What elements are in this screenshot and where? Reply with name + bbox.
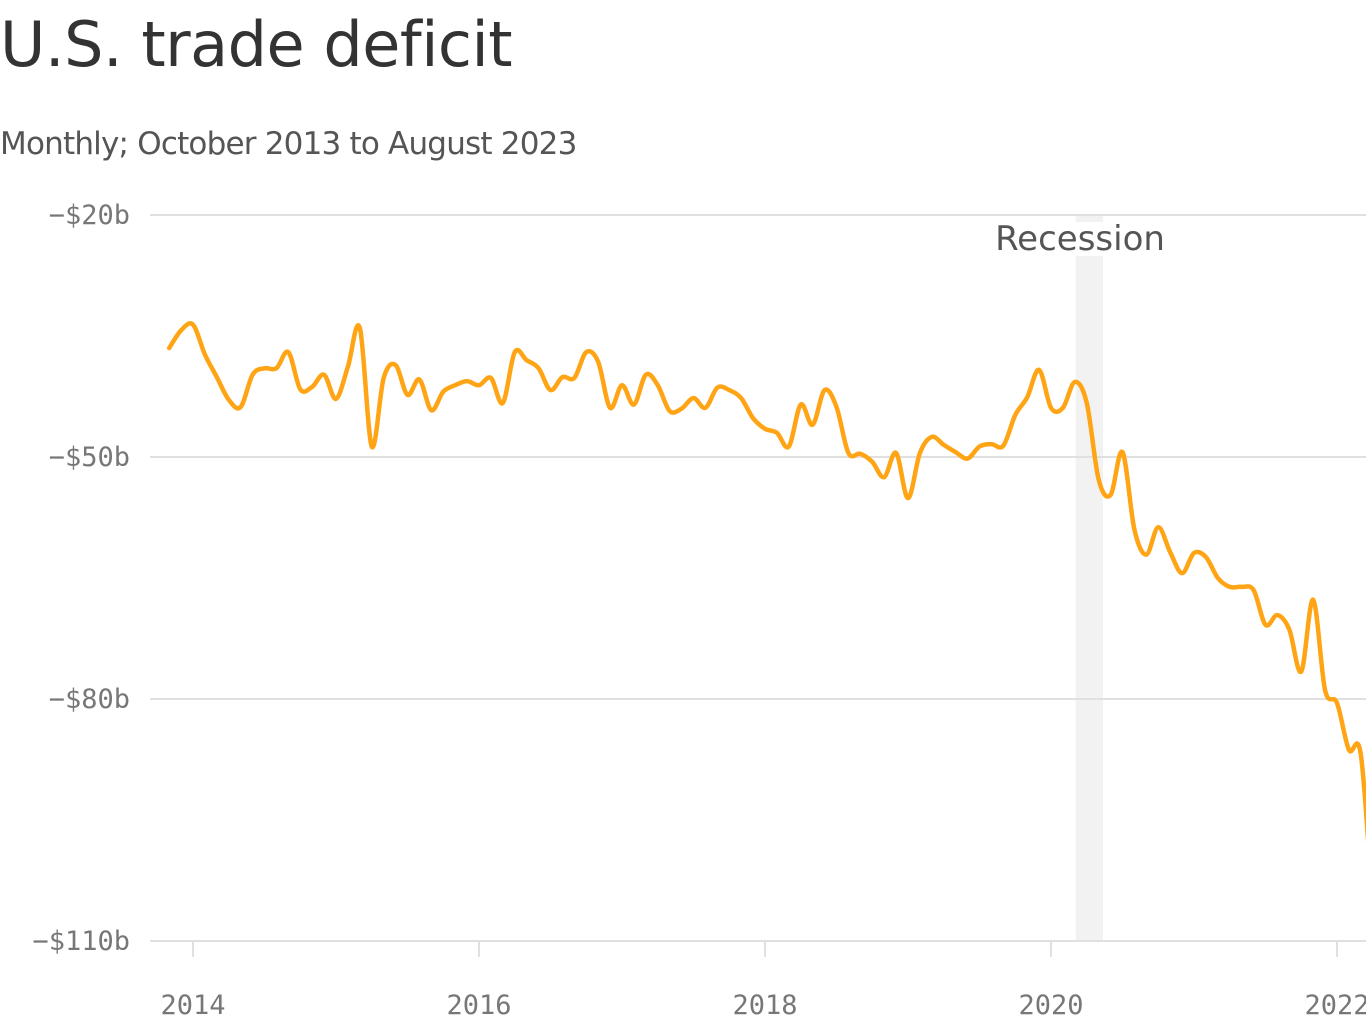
recession-label: Recession [995,219,1165,259]
y-tick-label: −$110b [32,926,130,957]
trade-deficit-line [166,321,1366,843]
x-tick-label: 2020 [1018,990,1083,1021]
x-tick-label: 2018 [732,990,797,1021]
y-tick-label: −$80b [49,684,130,715]
chart-title: U.S. trade deficit [0,8,513,81]
recession-shade [1075,215,1103,941]
chart-subtitle: Monthly; October 2013 to August 2023 [0,126,577,162]
x-tick-label: 2016 [446,990,511,1021]
x-tick-label: 2022 [1304,990,1366,1021]
y-tick-label: −$20b [49,200,130,231]
x-tick-label: 2014 [160,990,225,1021]
annotation-backdrop [1058,222,1110,256]
y-tick-label: −$50b [49,442,130,473]
